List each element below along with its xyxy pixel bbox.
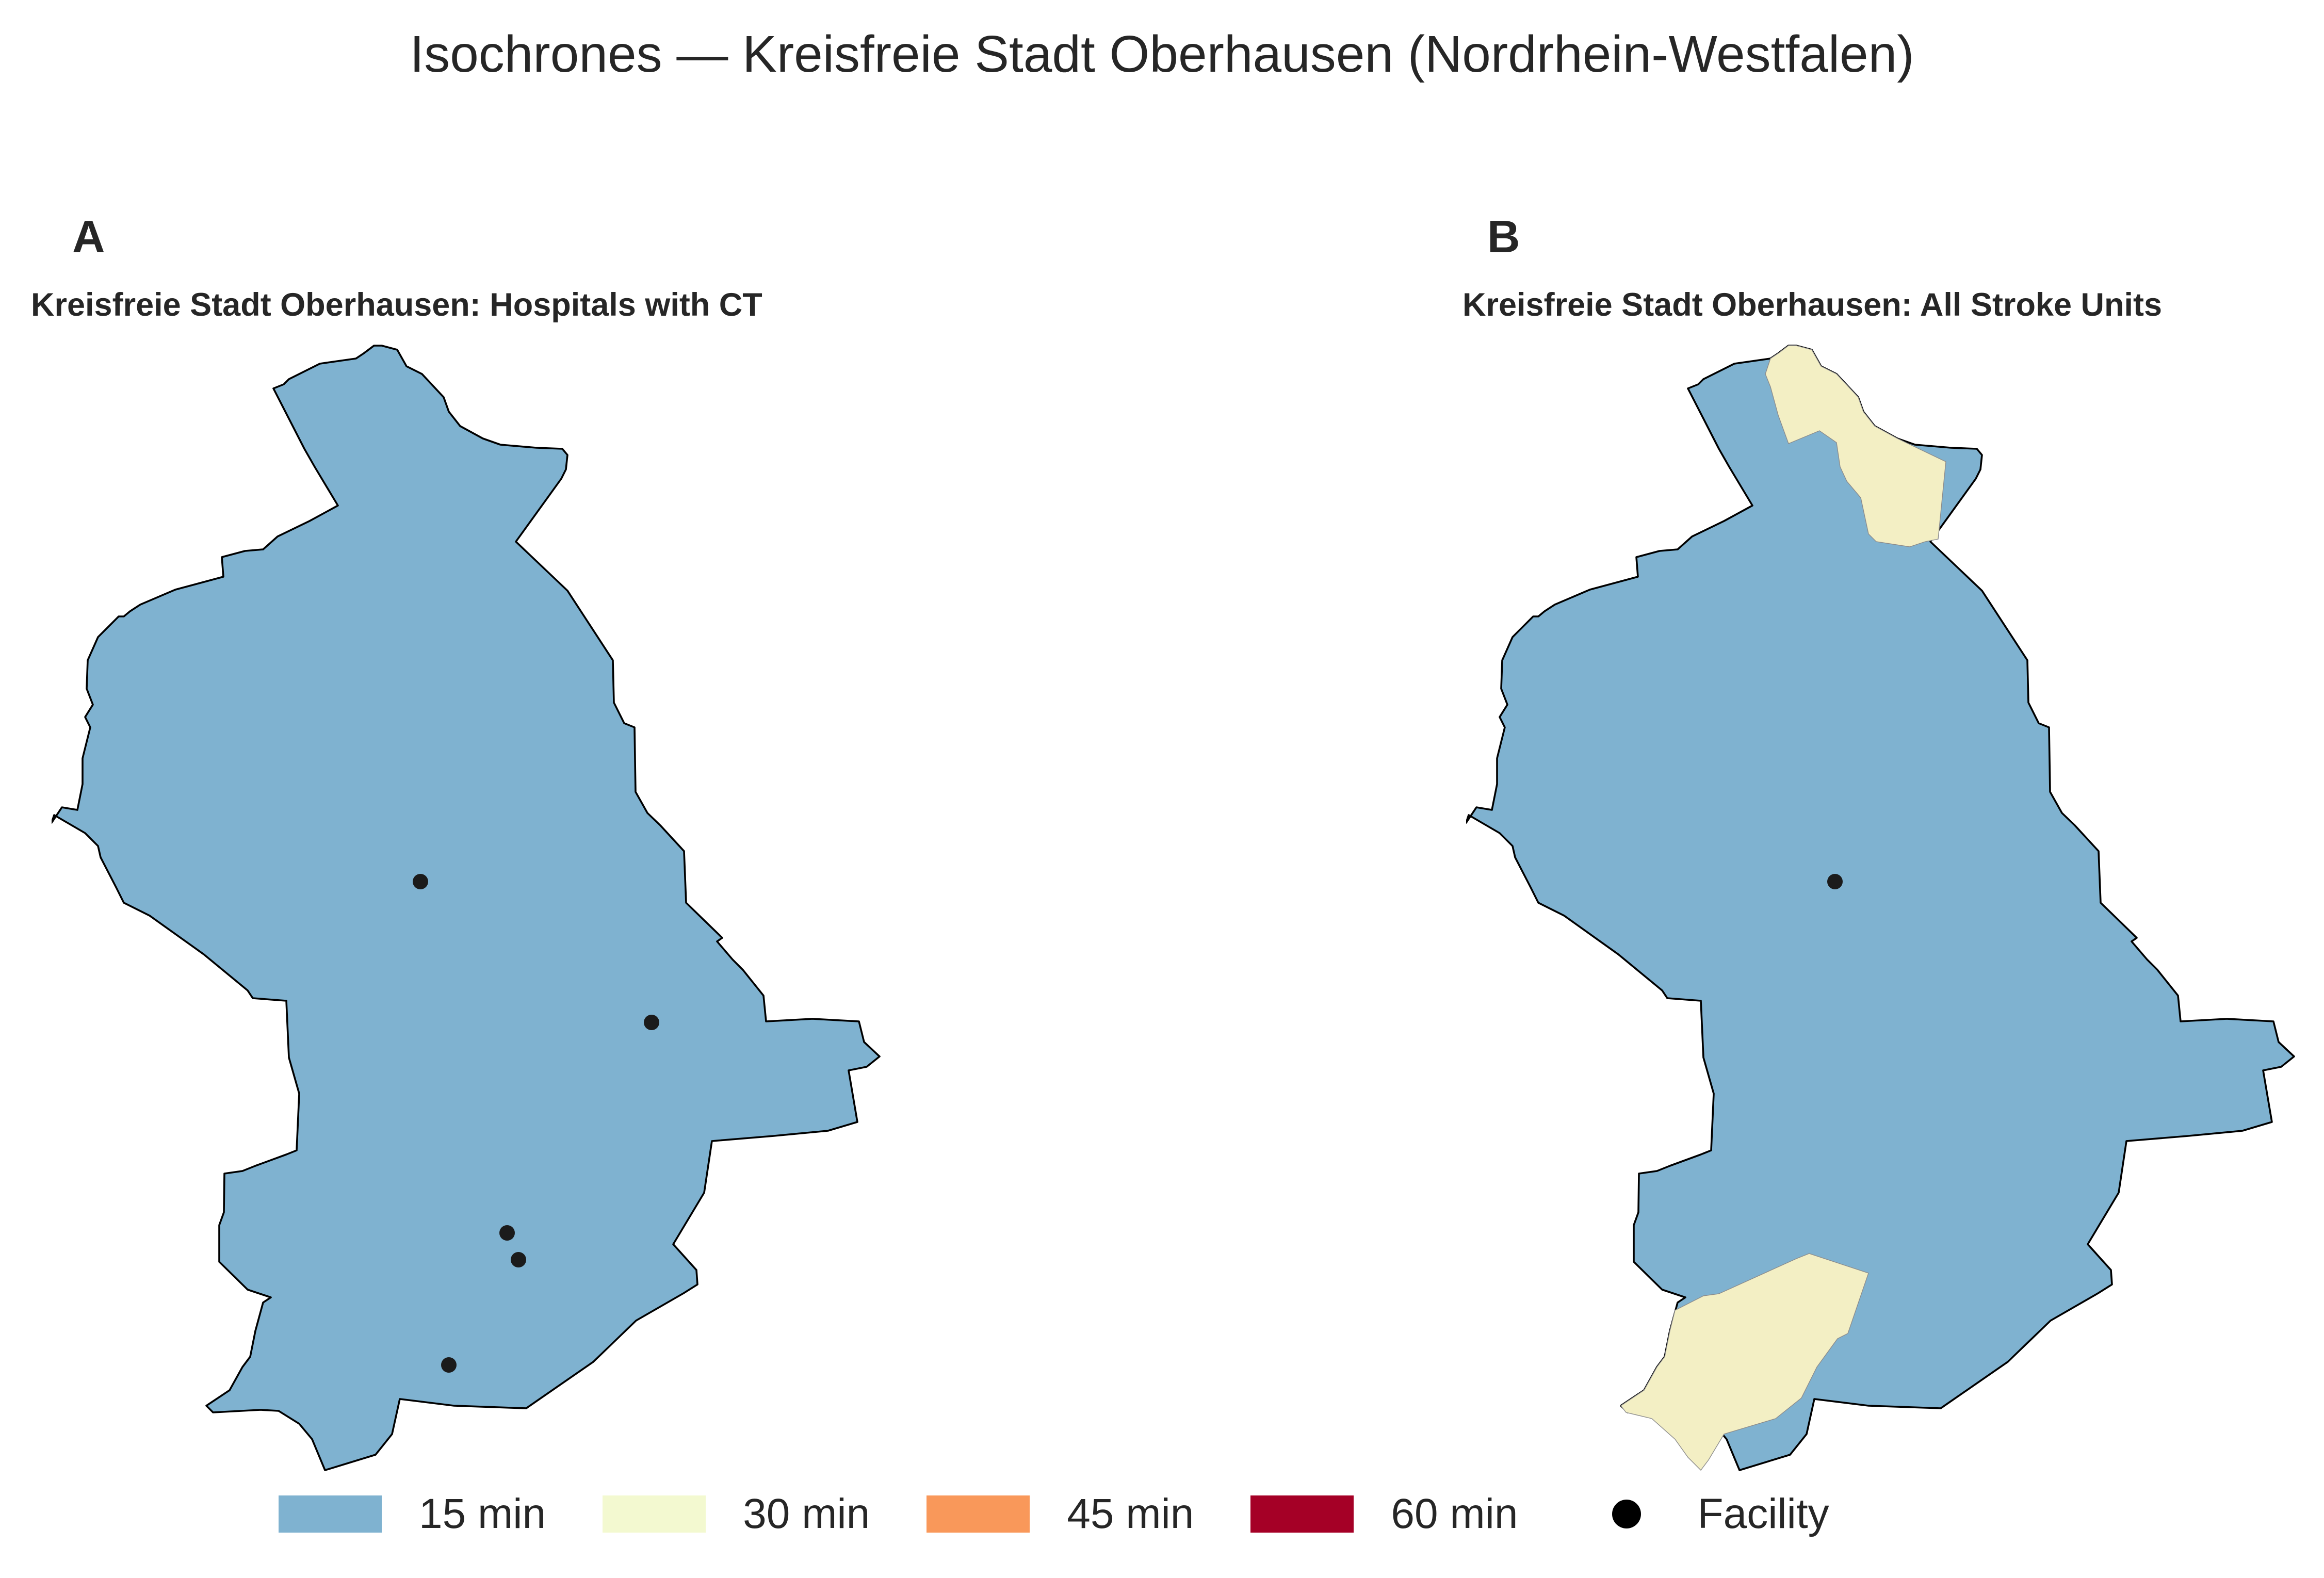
legend-label-facility: Facility [1697,1490,1829,1537]
facility-marker [441,1357,457,1373]
legend-label-30min: 30 min [743,1490,870,1537]
legend-item-facility: Facility [1575,1490,1829,1538]
facility-marker [644,1015,659,1030]
panel-b-zone-30min-south [1620,1253,1869,1471]
legend-swatch-45min [927,1495,1030,1533]
legend-swatch-60min [1250,1495,1354,1533]
legend-item-30min: 30 min [603,1490,870,1538]
legend-swatch-15min [279,1495,382,1533]
panel-a-zone-15min [52,345,881,1471]
legend: 15 min 30 min 45 min 60 min Facility [279,1486,1886,1542]
panel-a-map [52,345,881,1471]
legend-label-15min: 15 min [419,1490,546,1537]
legend-label-45min: 45 min [1067,1490,1194,1537]
legend-label-60min: 60 min [1391,1490,1518,1537]
panel-b-letter: B [1487,211,1520,262]
legend-item-15min: 15 min [279,1490,546,1538]
legend-item-60min: 60 min [1250,1490,1518,1538]
facility-marker [511,1252,526,1267]
legend-item-45min: 45 min [927,1490,1194,1538]
figure-title: Isochrones — Kreisfreie Stadt Oberhausen… [410,25,1914,83]
panel-b-zone-30min-north [1765,345,1946,547]
facility-marker [499,1225,515,1241]
facility-marker [413,874,428,889]
facility-marker [1827,874,1843,889]
panel-b-map [1466,345,2295,1471]
panel-a-title: Kreisfreie Stadt Oberhausen: Hospitals w… [31,287,762,323]
legend-swatch-30min [603,1495,706,1533]
panel-b-title: Kreisfreie Stadt Oberhausen: All Stroke … [1462,287,2163,323]
facility-marker-icon [1612,1500,1641,1528]
panel-a-letter: A [72,211,105,262]
